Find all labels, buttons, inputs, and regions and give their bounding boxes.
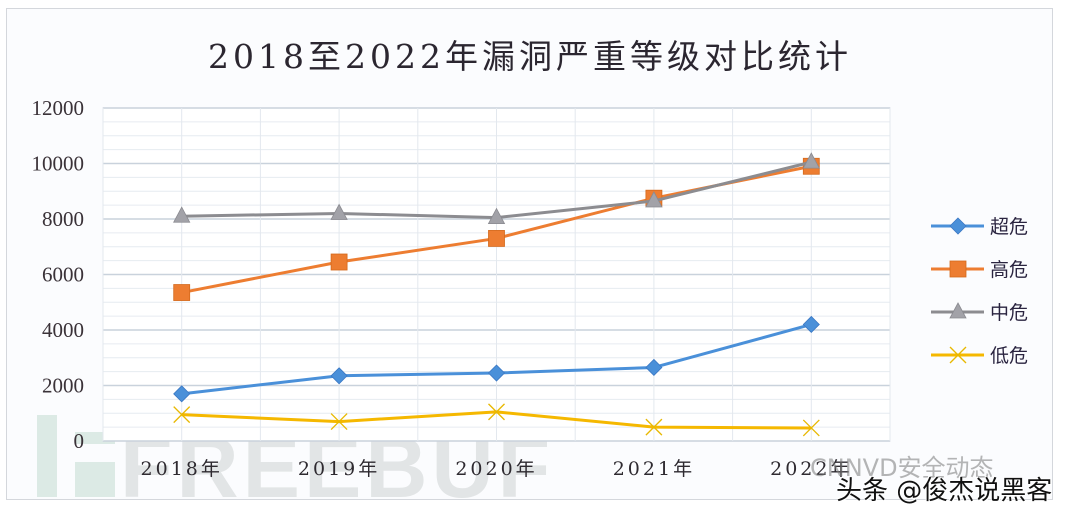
chart-title: 2018至2022年漏洞严重等级对比统计 <box>208 37 852 76</box>
triangle-marker <box>802 152 820 169</box>
triangle-marker <box>173 206 191 223</box>
legend-item: 超危 <box>931 216 1028 238</box>
legend-label: 高危 <box>990 259 1028 281</box>
y-tick-label: 6000 <box>42 263 84 287</box>
y-tick-label: 2000 <box>42 374 84 398</box>
plot-grid <box>102 107 891 442</box>
triangle-marker <box>487 207 506 225</box>
diamond-marker <box>330 367 348 385</box>
y-tick-label: 10000 <box>32 152 85 176</box>
x-tick-label: 2020年 <box>455 458 537 480</box>
x-tick-label: 2019年 <box>298 458 380 480</box>
diamond-marker <box>802 315 820 334</box>
x-tick-label: 2022年 <box>770 458 852 480</box>
y-tick-label: 0 <box>74 429 85 453</box>
triangle-marker <box>330 203 348 220</box>
series-3 <box>173 403 820 437</box>
toutiao-watermark: 头条 @俊杰说黑客 <box>836 476 1053 506</box>
square-marker <box>949 260 967 278</box>
cnnvd-watermark: CNNVD安全动态 <box>810 454 994 482</box>
legend-label: 超危 <box>990 216 1028 238</box>
diamond-marker <box>645 358 663 377</box>
y-tick-label: 4000 <box>42 318 84 342</box>
triangle-marker <box>949 302 967 319</box>
series-0 <box>173 315 820 403</box>
square-marker <box>330 253 348 271</box>
diamond-marker <box>487 364 506 382</box>
x-tick-label: 2021年 <box>613 458 695 480</box>
triangle-marker <box>645 191 663 208</box>
square-marker <box>173 284 191 301</box>
y-tick-label: 8000 <box>42 207 84 231</box>
legend-item: 中危 <box>931 302 1028 324</box>
x-tick-label: 2018年 <box>141 458 223 480</box>
legend-label: 低危 <box>990 345 1028 367</box>
legend-label: 中危 <box>990 302 1028 324</box>
legend-item: 高危 <box>931 259 1028 281</box>
y-axis: 0 2000 4000 6000 8000 10000 12000 <box>32 96 85 453</box>
series-2 <box>173 152 820 225</box>
y-tick-label: 12000 <box>32 96 85 120</box>
legend-item: 低危 <box>931 345 1028 367</box>
square-marker <box>488 230 505 247</box>
series-lines <box>173 152 820 437</box>
diamond-marker <box>173 385 191 403</box>
x-axis: 2018年 2019年 2020年 2021年 2022年 <box>141 458 852 480</box>
diamond-marker <box>949 217 967 235</box>
